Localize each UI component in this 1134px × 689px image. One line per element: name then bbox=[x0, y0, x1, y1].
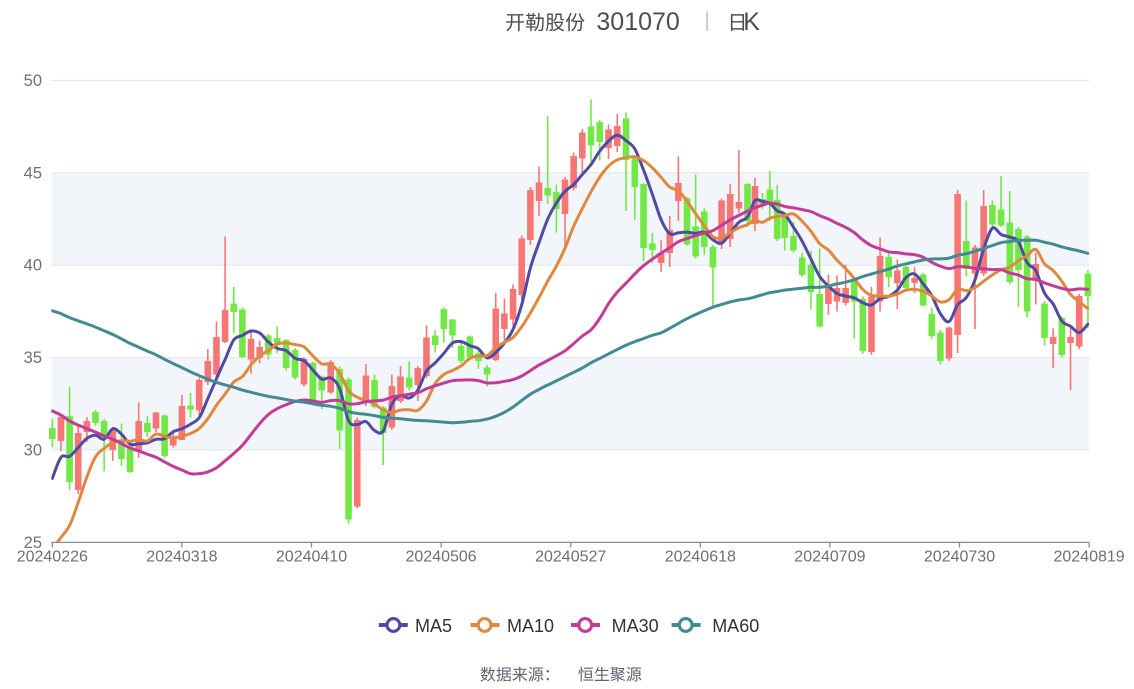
svg-text:MA5: MA5 bbox=[415, 616, 452, 636]
svg-text:K: K bbox=[743, 8, 760, 36]
svg-text:25: 25 bbox=[24, 534, 42, 552]
svg-text:MA30: MA30 bbox=[612, 616, 659, 636]
svg-text:20240226: 20240226 bbox=[17, 549, 88, 566]
svg-text:20240318: 20240318 bbox=[146, 549, 217, 566]
svg-text:20240819: 20240819 bbox=[1054, 549, 1125, 566]
svg-text:20240527: 20240527 bbox=[535, 549, 606, 566]
svg-text:20240730: 20240730 bbox=[924, 549, 995, 566]
svg-text:30: 30 bbox=[24, 442, 42, 460]
svg-text:40: 40 bbox=[24, 257, 42, 275]
svg-text:50: 50 bbox=[24, 72, 42, 90]
svg-text:MA60: MA60 bbox=[712, 616, 759, 636]
svg-text:MA10: MA10 bbox=[507, 616, 554, 636]
svg-text:20240410: 20240410 bbox=[276, 549, 347, 566]
svg-text:20240709: 20240709 bbox=[794, 549, 865, 566]
svg-text:20240506: 20240506 bbox=[406, 549, 477, 566]
svg-text:35: 35 bbox=[24, 349, 42, 367]
svg-text:45: 45 bbox=[24, 164, 42, 182]
svg-text:20240618: 20240618 bbox=[665, 549, 736, 566]
svg-text:301070: 301070 bbox=[596, 8, 679, 36]
